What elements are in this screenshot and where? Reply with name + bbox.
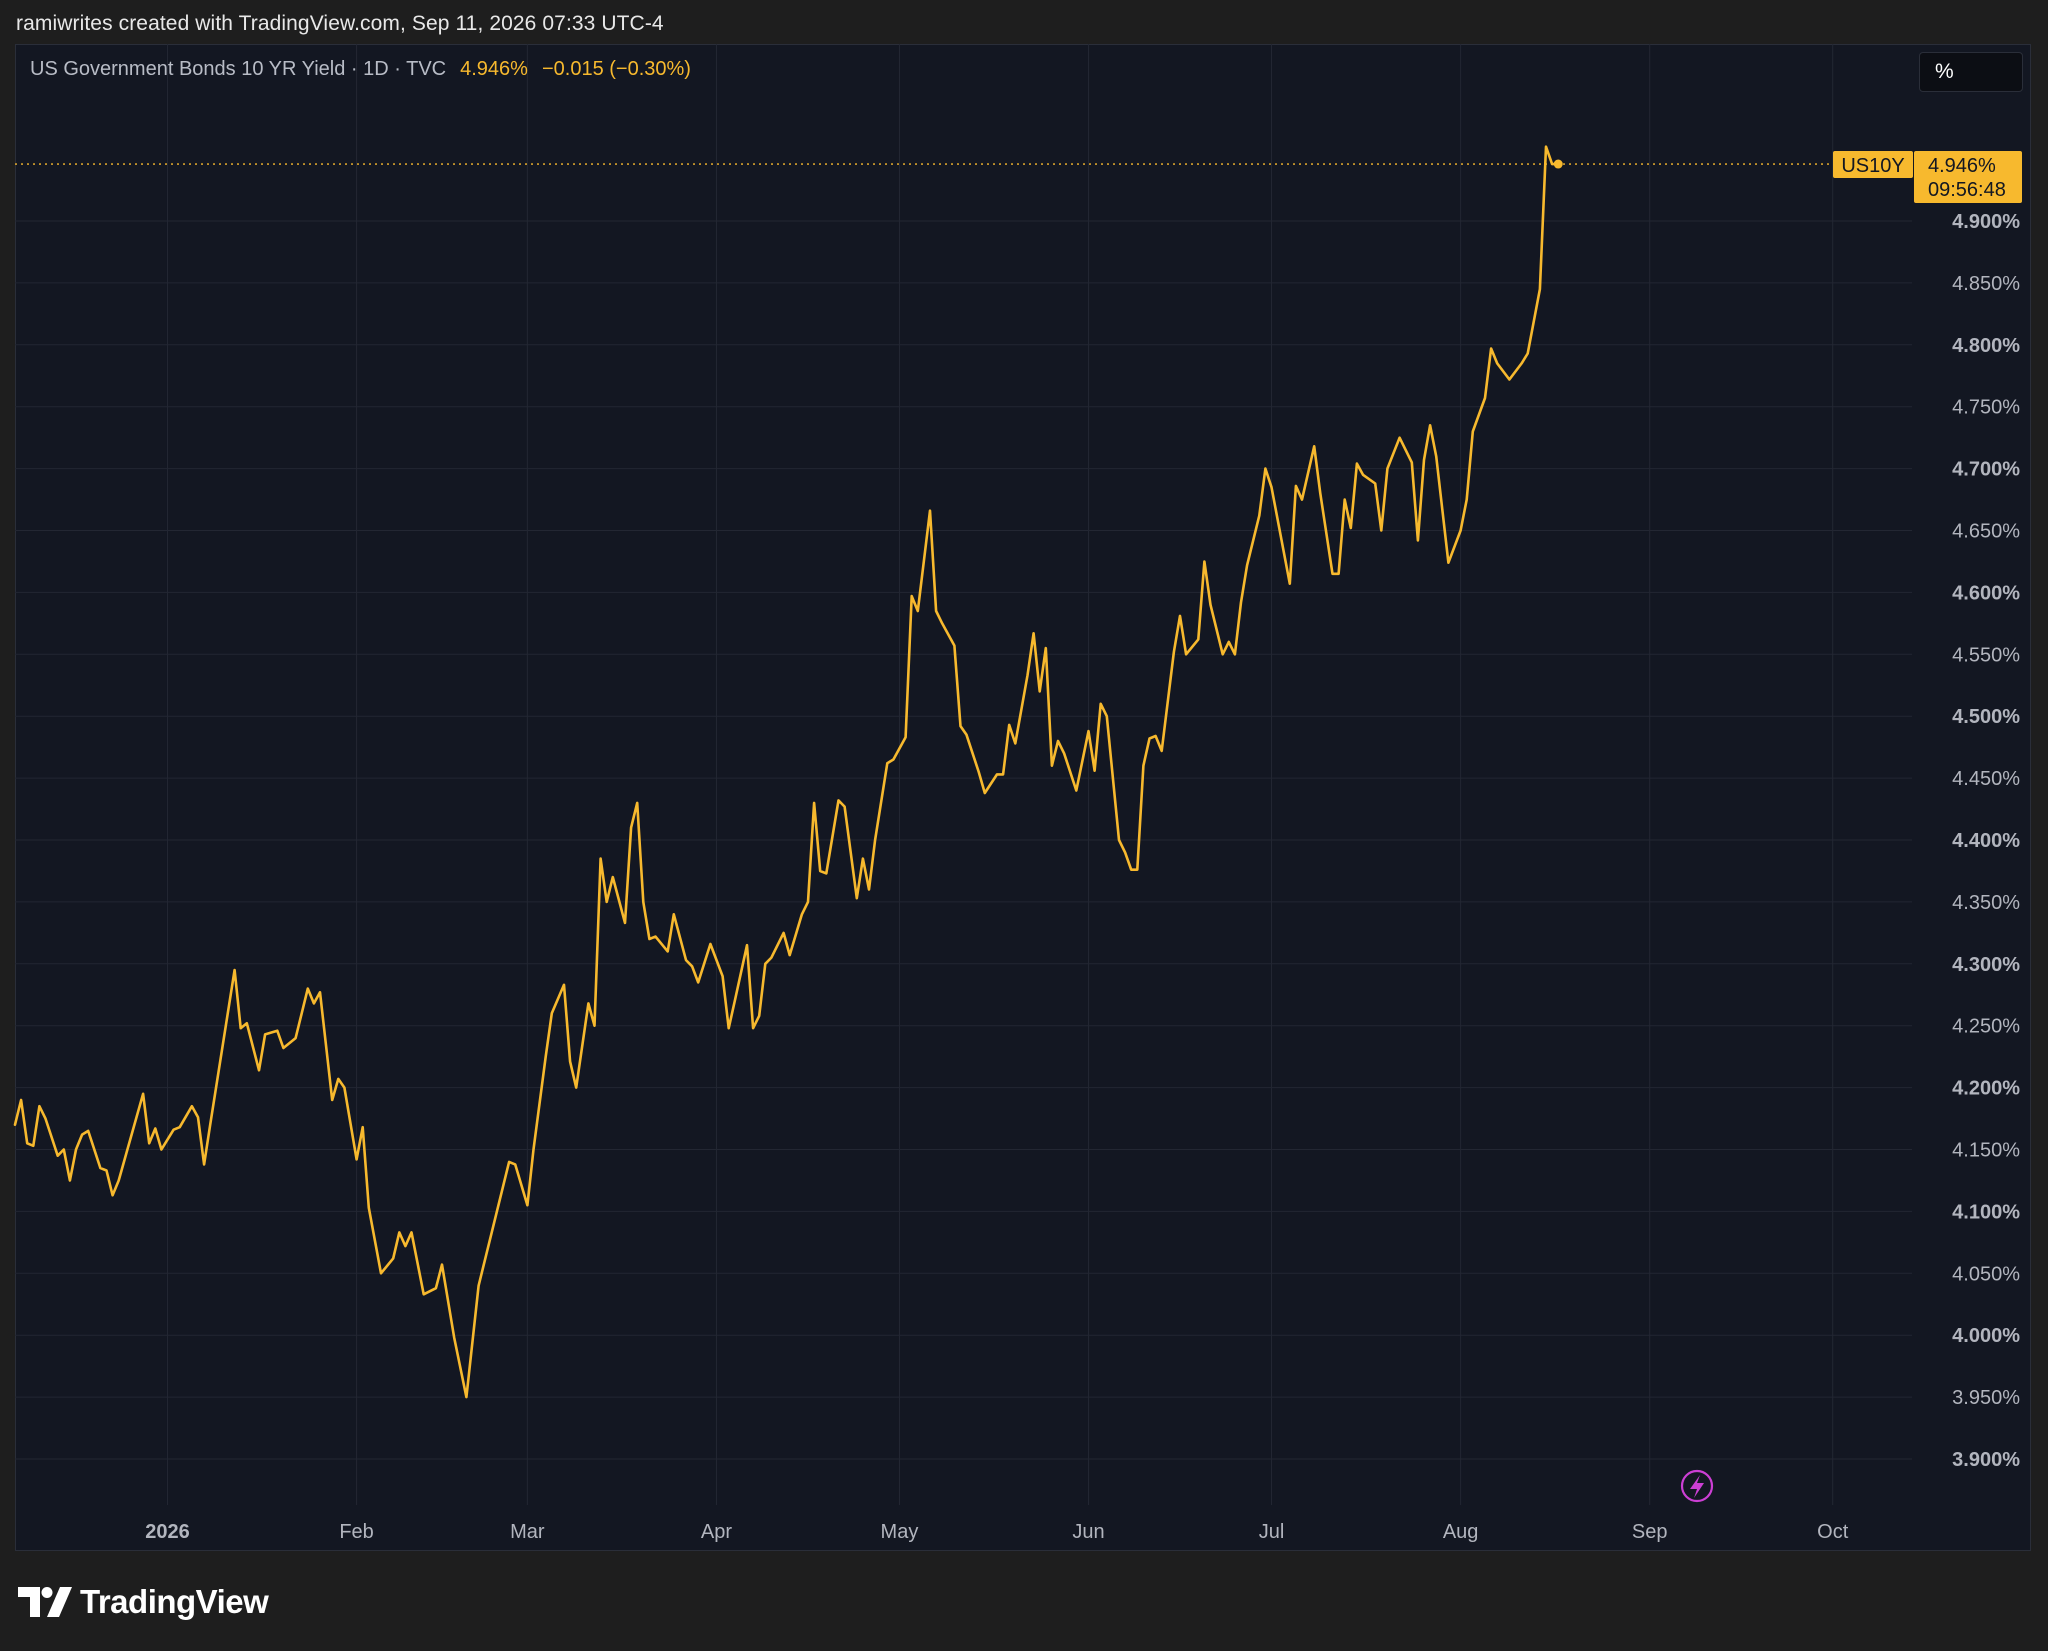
- x-tick-label: Aug: [1443, 1521, 1479, 1543]
- x-tick-label: May: [881, 1521, 919, 1543]
- price-tag-countdown: 09:56:48: [1928, 179, 2006, 201]
- symbol-tag: US10Y: [1841, 155, 1904, 177]
- y-tick-label: 3.950%: [1952, 1387, 2020, 1409]
- y-tick-label: 4.500%: [1952, 706, 2020, 728]
- y-axis[interactable]: 4.900% 4.850% 4.800% 4.750% 4.700% 4.650% 4.60…: [1952, 211, 2020, 1471]
- legend-change: −0.015 (−0.30%): [541, 58, 691, 80]
- symbol-tag-bg: [1833, 151, 1913, 178]
- x-tick-label: Feb: [339, 1521, 373, 1543]
- y-tick-label: 4.600%: [1952, 582, 2020, 604]
- lightning-event-icon[interactable]: [1680, 1469, 1714, 1503]
- y-tick-label: 4.550%: [1952, 644, 2020, 666]
- x-axis[interactable]: 2026 Feb Mar Apr May Jun Jul Aug Sep Oct: [145, 1521, 1848, 1543]
- y-tick-label: 4.250%: [1952, 1016, 2020, 1038]
- tradingview-logo[interactable]: TradingView: [18, 1582, 269, 1622]
- tv-logo-icon: [18, 1587, 72, 1617]
- series-line: [13, 145, 1560, 1399]
- y-tick-label: 4.800%: [1952, 335, 2020, 357]
- y-tick-label: 4.700%: [1952, 459, 2020, 481]
- grid-layer: [15, 44, 1912, 1505]
- y-tick-label: 4.100%: [1952, 1201, 2020, 1223]
- y-tick-label: 4.200%: [1952, 1078, 2020, 1100]
- chart-caption: ramiwrites created with TradingView.com,…: [16, 12, 664, 35]
- y-tick-label: 4.850%: [1952, 273, 2020, 295]
- legend-value: 4.946%: [460, 58, 528, 80]
- legend-title: US Government Bonds 10 YR Yield · 1D · T…: [30, 58, 447, 80]
- y-tick-label: 4.900%: [1952, 211, 2020, 233]
- chart-legend[interactable]: US Government Bonds 10 YR Yield · 1D · T…: [30, 58, 691, 81]
- y-tick-label: 4.450%: [1952, 768, 2020, 790]
- x-tick-label: Jul: [1259, 1521, 1285, 1543]
- y-tick-label: 4.050%: [1952, 1263, 2020, 1285]
- y-tick-label: 4.400%: [1952, 830, 2020, 852]
- x-tick-label: Mar: [510, 1521, 545, 1543]
- x-tick-label: 2026: [145, 1521, 190, 1543]
- chart-panel[interactable]: [15, 44, 2031, 1551]
- price-tag-bg: [1914, 151, 2022, 203]
- y-tick-label: 3.900%: [1952, 1449, 2020, 1471]
- y-tick-label: 4.650%: [1952, 521, 2020, 543]
- y-tick-label: 4.000%: [1952, 1325, 2020, 1347]
- y-tick-label: 4.300%: [1952, 954, 2020, 976]
- x-tick-label: Oct: [1817, 1521, 1849, 1543]
- y-tick-label: 4.750%: [1952, 397, 2020, 419]
- y-tick-label: 4.150%: [1952, 1140, 2020, 1162]
- series-layer: [13, 145, 1560, 1399]
- last-point-dot: [1553, 159, 1563, 169]
- price-tag-value: 4.946%: [1928, 155, 1996, 177]
- x-tick-label: Jun: [1072, 1521, 1104, 1543]
- x-tick-label: Apr: [701, 1521, 732, 1543]
- price-layer: US10Y 4.946% 09:56:48: [15, 151, 2022, 203]
- x-tick-label: Sep: [1632, 1521, 1668, 1543]
- brand-name: TradingView: [80, 1583, 269, 1620]
- y-tick-label: 4.350%: [1952, 892, 2020, 914]
- unit-button[interactable]: %: [1919, 52, 2023, 92]
